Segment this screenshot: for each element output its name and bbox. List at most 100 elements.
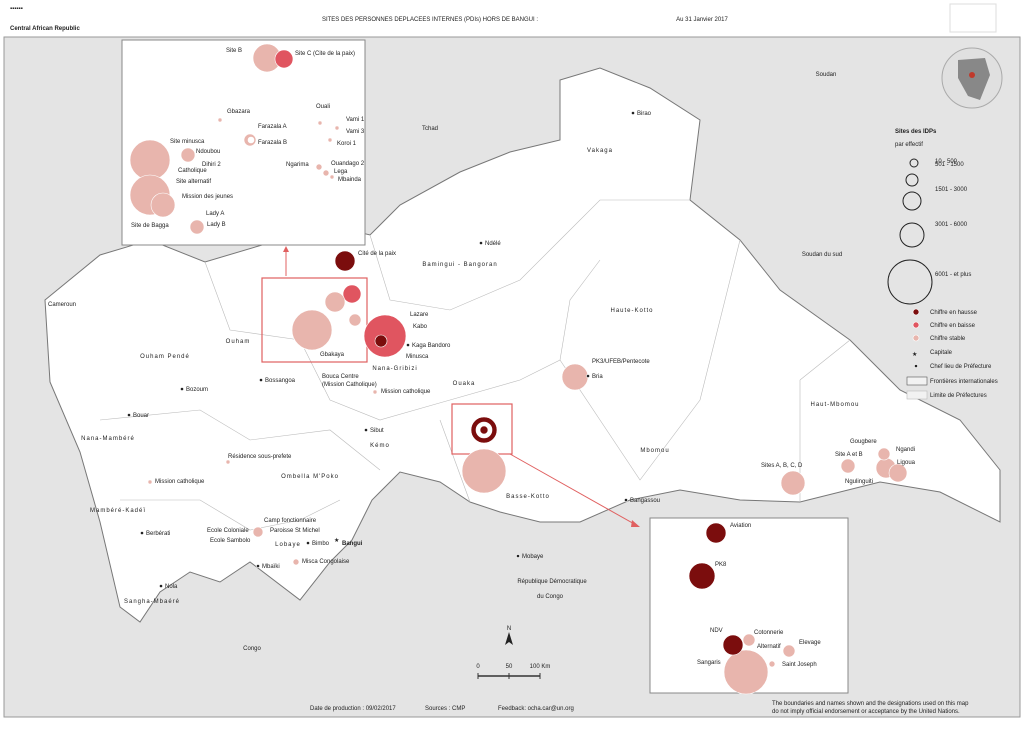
- car-territory: [44, 67, 1001, 623]
- inset-site-label: Sangaris: [697, 660, 721, 666]
- prefecture-label: Basse-Kotto: [506, 494, 550, 500]
- town-label: Bria: [592, 374, 603, 380]
- legend-class-label: 1501 - 3000: [935, 187, 968, 193]
- site-circle: [252, 526, 264, 538]
- inset-site-circle: [247, 136, 255, 144]
- inset-site-label: Catholique: [178, 168, 207, 174]
- date: Au 31 Janvier 2017: [676, 17, 728, 23]
- inset-site-circle: [327, 137, 333, 143]
- inset-site-circle: [217, 117, 223, 123]
- site-circle: [561, 363, 589, 391]
- inset-site-circle: [782, 644, 796, 658]
- inset-site-label: Mbainda: [338, 177, 362, 183]
- prefecture-label: Ouham Pendé: [140, 354, 190, 360]
- legend-status-symbol: [912, 321, 920, 329]
- prefecture-label: Kémo: [370, 443, 390, 449]
- inset-site-label: Cotonnerie: [754, 630, 784, 636]
- town-label: Kaga Bandoro: [412, 343, 451, 349]
- scale-label: 100 Km: [530, 664, 551, 670]
- legend-symbol-label: Frontières internationales: [930, 379, 998, 385]
- legend-symbol-label: Chiffre en baisse: [930, 323, 976, 329]
- country-label: Cameroun: [48, 302, 76, 308]
- legend-symbol-label: Chef lieu de Préfecture: [930, 364, 992, 370]
- site-circle: [334, 250, 356, 272]
- site-label: Lazare: [410, 312, 429, 318]
- inset-site-label: PK8: [715, 562, 727, 568]
- town-label: Birao: [637, 111, 652, 117]
- inset-site-circle: [334, 125, 340, 131]
- inset-site-label: Saint Joseph: [782, 662, 817, 668]
- prefecture-label: Vakaga: [587, 148, 613, 154]
- prefecture-label: Mbomou: [640, 448, 669, 454]
- town-dot: [586, 374, 590, 378]
- inset-site-label: Ndoubou: [196, 149, 220, 155]
- site-circle: [888, 463, 908, 483]
- site-circle: [374, 334, 388, 348]
- legend-subtitle: par effectif: [895, 142, 923, 148]
- scale-ticks: [477, 673, 541, 679]
- site-label: Ecole Sambolo: [210, 538, 251, 544]
- town-label: Nola: [165, 584, 178, 590]
- footer-source: Sources : CMP: [425, 706, 465, 712]
- town-dot: [127, 413, 131, 417]
- inset-site-circle: [189, 219, 205, 235]
- legend-class-label: 501 - 1500: [935, 162, 964, 168]
- site-label: Misca Congolaise: [302, 559, 350, 565]
- inset-site-circle: [150, 192, 176, 218]
- inset-site-label: Ngarima: [286, 162, 309, 168]
- inset-site-circle: [329, 174, 335, 180]
- legend-capital-symbol: ★: [912, 351, 917, 358]
- site-circle-ring: [479, 425, 489, 435]
- inset-site-label: Elevage: [799, 640, 821, 646]
- prefecture-label: Lobaye: [275, 542, 301, 548]
- inset-site-label: Vami 3: [346, 129, 365, 135]
- inset-east-arrow: [509, 453, 637, 526]
- inset-site-label: NDV: [710, 628, 723, 634]
- inset-site-label: Mission des jeunes: [182, 194, 233, 200]
- town-label: Berbérati: [146, 531, 170, 537]
- inset-site-label: Alternatif: [757, 644, 781, 650]
- footer-date: Date de production : 09/02/2017: [310, 706, 396, 712]
- inset-site-circle: [180, 147, 196, 163]
- title: SITES DES PERSONNES DEPLACEES INTERNES (…: [322, 17, 538, 23]
- inset-site-label: Ouandago 2: [331, 161, 365, 167]
- logo-right: [949, 3, 997, 33]
- inset-site-label: Ouali: [316, 104, 330, 110]
- legend-status-symbol: [912, 308, 920, 316]
- prefecture-limits: [99, 199, 851, 531]
- capital-symbol: ★: [334, 537, 339, 544]
- inset-north-extent: [261, 277, 368, 363]
- inset-site-label: Gbazara: [227, 109, 251, 115]
- legend-symbol-label: Chiffre stable: [930, 336, 966, 342]
- prefecture-label: Nana-Mambéré: [81, 436, 135, 442]
- inset-site-circle: [722, 634, 744, 656]
- site-circle: [780, 470, 806, 496]
- town-dot: [406, 343, 410, 347]
- legend-symbol-label: Capitale: [930, 350, 953, 356]
- country-label: du Congo: [537, 594, 564, 600]
- town-label: Bimbo: [312, 541, 330, 547]
- town-label: Mbaïki: [262, 564, 280, 570]
- prefecture-label: Haute-Kotto: [610, 308, 653, 314]
- legend-size-symbol: [899, 222, 925, 248]
- site-label: Bouca Centre: [322, 374, 359, 380]
- inset-site-label: Site alternatif: [176, 179, 211, 185]
- town-dot: [624, 498, 628, 502]
- site-circle: [292, 558, 300, 566]
- legend-limit-symbol: [906, 390, 928, 400]
- prefecture-label: Mambéré-Kadéï: [90, 508, 146, 514]
- site-label: Mission catholique: [381, 389, 431, 395]
- inset-site-label: Farazala A: [258, 124, 287, 130]
- inset-site-circle: [768, 660, 776, 668]
- inset-site-label: Site B: [226, 48, 242, 54]
- site-label: Résidence sous-prefete: [228, 454, 292, 460]
- inset-site-label: Site minusca: [170, 139, 205, 145]
- town-dot: [140, 531, 144, 535]
- inset-east-arrowhead: [631, 520, 640, 527]
- legend-class-label: 10 - 500: [935, 159, 958, 165]
- site-label: Paroisse St Michel: [270, 528, 320, 534]
- town-label: Mobaye: [522, 554, 544, 560]
- town-label: Ndélé: [485, 241, 501, 247]
